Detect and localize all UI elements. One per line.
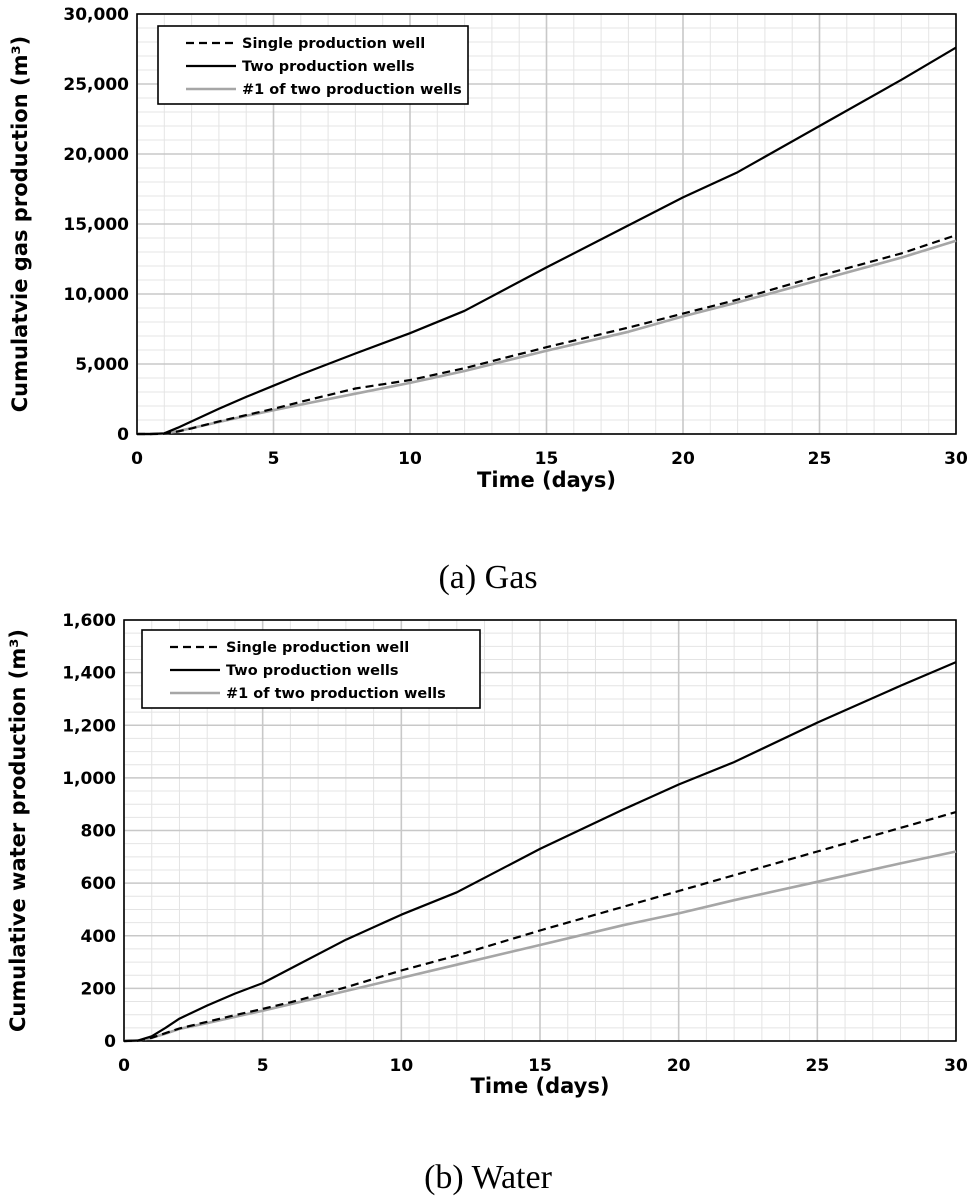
legend-label: Single production well — [242, 36, 425, 52]
legend-label: #1 of two production wells — [226, 686, 446, 702]
x-tick-label: 5 — [257, 1056, 269, 1076]
legend-label: Two production wells — [242, 59, 415, 75]
y-tick-label: 30,000 — [63, 5, 129, 25]
chart-panel-water: 0 5 10 15 20 25 30 0 200 400 600 800 1,000 1,200 1,400… — [6, 611, 968, 1196]
y-tick-label: 0 — [104, 1032, 116, 1052]
legend: Single production well Two production wel… — [157, 25, 469, 105]
y-tick-label: 10,000 — [63, 285, 129, 305]
y-axis-title: Cumulative water production (m³) — [6, 629, 30, 1032]
x-tick-label: 25 — [808, 449, 832, 469]
y-tick-label: 5,000 — [75, 355, 129, 375]
series-single-production-well — [137, 234, 957, 436]
y-tick-label: 600 — [81, 874, 117, 894]
y-tick-label: 1,200 — [62, 716, 116, 736]
legend: Single production well Two production wel… — [141, 629, 481, 709]
y-tick-label: 25,000 — [63, 75, 129, 95]
figure-caption: (a) Gas — [438, 559, 537, 596]
plot-frame — [123, 619, 957, 1042]
x-tick-label: 15 — [528, 1056, 552, 1076]
y-tick-label: 1,400 — [62, 664, 116, 684]
y-tick-label: 1,600 — [62, 611, 116, 631]
y-tick-label: 1,000 — [62, 769, 116, 789]
series-two-production-wells — [137, 46, 957, 436]
y-tick-label: 800 — [81, 822, 117, 842]
legend-label: Two production wells — [226, 663, 399, 679]
x-tick-label: 30 — [944, 1056, 968, 1076]
series-single-production-well — [123, 811, 957, 1043]
chart-panel-gas: 0 5 10 15 20 25 30 0 5,000 10,000 15,000 20,000 25,0… — [8, 5, 968, 596]
y-axis-title: Cumulatvie gas production (m³) — [8, 36, 32, 413]
legend-label: Single production well — [226, 640, 409, 656]
x-tick-label: 5 — [268, 449, 280, 469]
figure-caption: (b) Water — [424, 1159, 553, 1196]
plot-frame — [136, 13, 957, 435]
y-tick-label: 200 — [81, 979, 117, 999]
x-tick-label: 15 — [535, 449, 559, 469]
y-tick-label: 400 — [81, 927, 117, 947]
x-tick-label: 30 — [944, 449, 968, 469]
y-tick-label: 20,000 — [63, 145, 129, 165]
y-tick-label: 15,000 — [63, 215, 129, 235]
x-axis-title: Time (days) — [471, 1074, 610, 1098]
x-tick-label: 20 — [667, 1056, 691, 1076]
x-tick-label: 0 — [131, 449, 143, 469]
x-tick-label: 25 — [805, 1056, 829, 1076]
y-tick-label: 0 — [117, 425, 129, 445]
x-tick-label: 20 — [671, 449, 695, 469]
x-tick-label: 10 — [398, 449, 422, 469]
x-axis-title: Time (days) — [477, 468, 616, 492]
x-tick-label: 10 — [389, 1056, 413, 1076]
legend-label: #1 of two production wells — [242, 82, 462, 98]
series-two-production-wells — [123, 661, 957, 1043]
x-tick-label: 0 — [118, 1056, 130, 1076]
